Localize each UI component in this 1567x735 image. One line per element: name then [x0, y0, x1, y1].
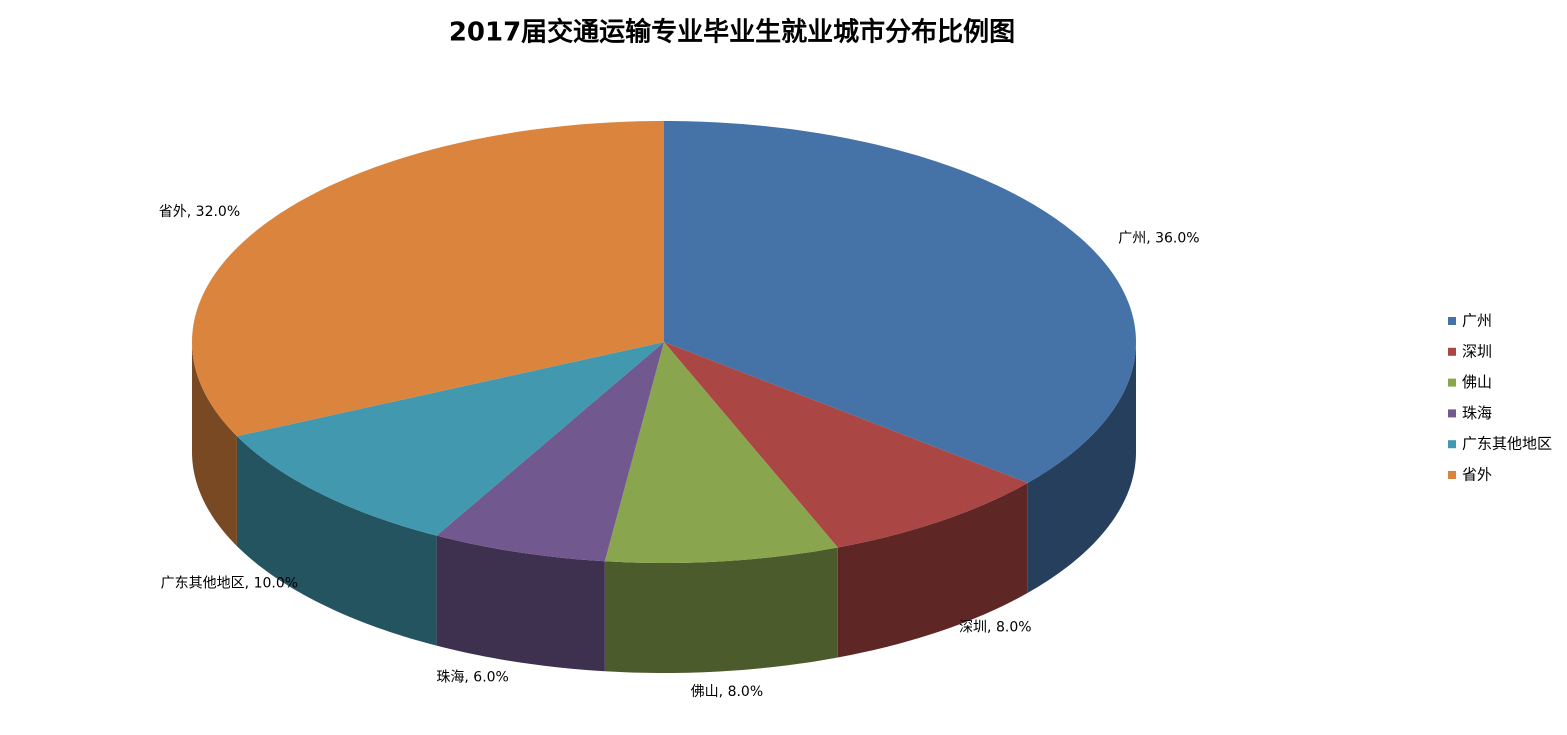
legend-label: 深圳: [1462, 342, 1492, 360]
slice: [604, 342, 838, 563]
data-label: 广州, 36.0%: [1118, 231, 1199, 247]
slice-side: [1027, 342, 1136, 593]
legend-swatch: [1448, 347, 1456, 356]
slice: [664, 342, 1028, 548]
slice-side: [192, 342, 237, 547]
slice-side: [236, 436, 437, 646]
slice-side: [436, 535, 605, 672]
legend-swatch: [1448, 317, 1456, 325]
slice-side: [837, 482, 1028, 658]
legend-swatch: [1448, 471, 1456, 479]
legend-swatch: [1448, 378, 1456, 387]
data-label: 佛山, 8.0%: [691, 684, 763, 700]
slice: [236, 342, 664, 536]
legend-swatch: [1448, 409, 1456, 418]
legend-label: 珠海: [1462, 404, 1492, 422]
data-label: 深圳, 8.0%: [959, 620, 1031, 636]
slice: [192, 121, 664, 437]
slice-side: [604, 547, 838, 673]
legend-label: 广东其他地区: [1462, 435, 1552, 453]
legend-swatch: [1448, 440, 1456, 449]
legend-label: 佛山: [1462, 373, 1492, 391]
data-label: 广东其他地区, 10.0%: [161, 576, 298, 592]
slice: [436, 342, 664, 562]
legend-label: 省外: [1462, 466, 1492, 484]
slice: [664, 121, 1136, 483]
legend-label: 广州: [1462, 312, 1492, 330]
data-label: 珠海, 6.0%: [436, 670, 508, 686]
data-label: 省外, 32.0%: [159, 204, 240, 220]
chart-title: 2017届交通运输专业毕业生就业城市分布比例图: [449, 17, 1015, 48]
